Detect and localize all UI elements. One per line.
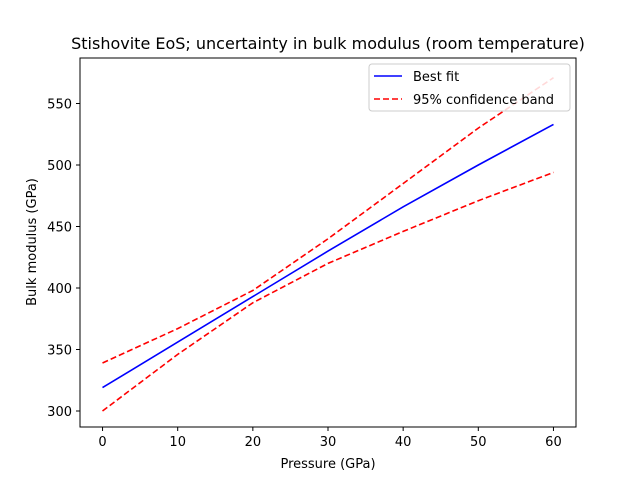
plot-area: 0 10 20 30 40 50 60 300 350 400 450 500 550	[47, 57, 577, 450]
x-tick-label: 30	[320, 435, 337, 450]
x-tick-label: 60	[545, 435, 562, 450]
chart-title: Stishovite EoS; uncertainty in bulk modu…	[71, 34, 585, 53]
series-line-1	[102, 77, 554, 364]
y-tick-label: 400	[47, 282, 72, 297]
legend-label: Best fit	[413, 70, 459, 85]
y-tick-label: 300	[47, 405, 72, 420]
y-tick-label: 350	[47, 344, 72, 359]
x-tick-label: 50	[470, 435, 487, 450]
x-tick-label: 40	[395, 435, 412, 450]
x-tick-label: 10	[169, 435, 186, 450]
y-axis-label: Bulk modulus (GPa)	[25, 178, 40, 306]
legend-label: 95% confidence band	[413, 93, 554, 108]
legend: Best fit 95% confidence band	[368, 63, 571, 112]
y-tick-label: 450	[47, 221, 72, 236]
legend-box	[368, 63, 571, 112]
series-line-0	[102, 123, 554, 389]
y-tick-label: 550	[47, 98, 72, 113]
x-tick-label: 20	[245, 435, 262, 450]
y-tick-label: 500	[47, 159, 72, 174]
x-axis-label: Pressure (GPa)	[280, 457, 375, 472]
x-tick-label: 0	[98, 435, 106, 450]
series-line-2	[102, 171, 554, 412]
